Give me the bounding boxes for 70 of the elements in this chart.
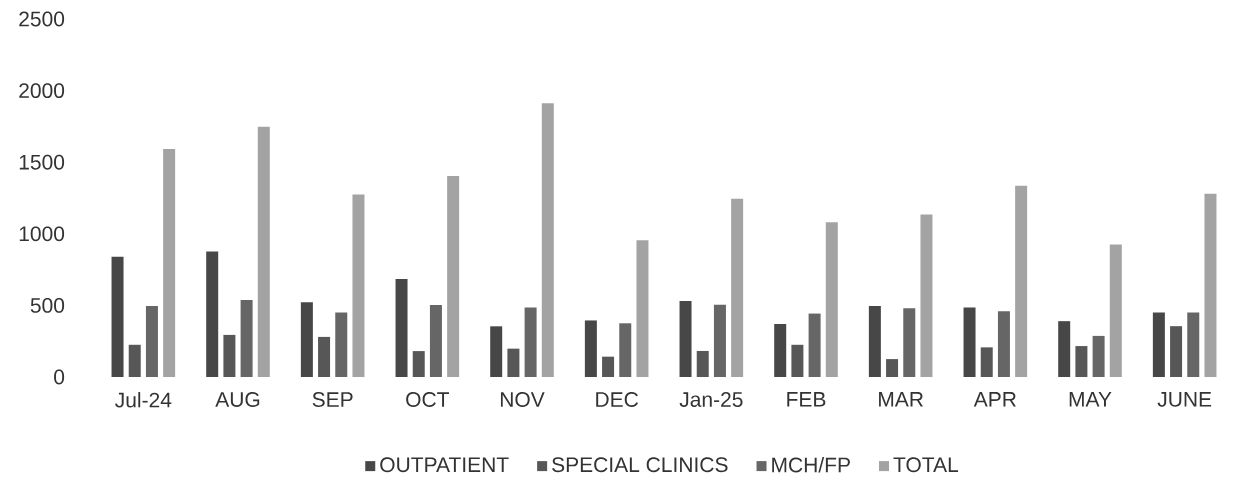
bar bbox=[352, 194, 365, 377]
bar bbox=[1170, 326, 1183, 377]
bar bbox=[1015, 185, 1028, 377]
x-tick-label: AUG bbox=[215, 392, 260, 407]
x-tick-label: MAY bbox=[1069, 392, 1112, 407]
bar bbox=[619, 323, 632, 377]
bar bbox=[257, 126, 270, 377]
y-tick-label: 2500 bbox=[19, 11, 65, 27]
legend-label: TOTAL bbox=[893, 457, 959, 473]
y-tick-label: 0 bbox=[54, 369, 65, 385]
bar bbox=[145, 306, 158, 377]
x-tick-label: JUNE bbox=[1157, 392, 1212, 407]
y-tick-label: 1000 bbox=[19, 226, 65, 242]
bar bbox=[963, 307, 976, 377]
bar bbox=[1204, 193, 1217, 377]
x-tick-label: FEB bbox=[787, 392, 826, 407]
bar bbox=[1109, 244, 1122, 377]
bar bbox=[490, 326, 503, 377]
y-tick-label: 500 bbox=[30, 297, 65, 313]
bar bbox=[412, 351, 425, 377]
bar bbox=[997, 311, 1010, 377]
bar bbox=[1058, 321, 1071, 377]
x-tick-label: NOV bbox=[500, 392, 545, 407]
x-tick-label: OCT bbox=[406, 392, 449, 407]
x-tick-label: Jul-24 bbox=[115, 392, 172, 408]
bar bbox=[920, 214, 933, 377]
bar bbox=[507, 348, 520, 377]
bar bbox=[128, 344, 141, 377]
bar bbox=[980, 347, 993, 377]
bar bbox=[903, 308, 916, 377]
bar bbox=[1092, 335, 1105, 377]
bar bbox=[163, 148, 176, 377]
bar bbox=[300, 302, 313, 377]
bar bbox=[111, 256, 124, 377]
bar bbox=[868, 306, 881, 377]
bar bbox=[318, 336, 331, 377]
bar bbox=[541, 103, 554, 377]
bar bbox=[1075, 346, 1088, 377]
bar bbox=[584, 320, 597, 377]
bar bbox=[240, 299, 253, 377]
x-tick-label: SEP bbox=[312, 392, 353, 407]
legend-label: MCH/FP bbox=[772, 457, 850, 473]
bar bbox=[808, 313, 821, 377]
legend-label: SPECIAL CLINICS bbox=[552, 457, 728, 473]
bar bbox=[206, 251, 219, 377]
bar bbox=[335, 312, 348, 377]
bar bbox=[1187, 312, 1200, 377]
bar bbox=[447, 175, 460, 377]
bar bbox=[791, 344, 804, 377]
bar bbox=[429, 304, 442, 377]
bar bbox=[774, 324, 787, 377]
bar bbox=[713, 304, 726, 377]
bar bbox=[602, 356, 615, 377]
bar bbox=[679, 301, 692, 377]
bar bbox=[825, 222, 838, 377]
bar bbox=[886, 359, 899, 377]
x-tick-label: APR bbox=[973, 392, 1016, 407]
x-tick-label: MAR bbox=[879, 392, 924, 407]
bar bbox=[223, 334, 236, 377]
bar bbox=[696, 350, 709, 377]
bar bbox=[731, 198, 744, 377]
x-tick-label: DEC bbox=[596, 392, 639, 407]
x-tick-label: Jan-25 bbox=[679, 392, 743, 407]
bar bbox=[524, 307, 537, 377]
y-tick-label: 2000 bbox=[19, 83, 65, 99]
bar bbox=[395, 279, 408, 377]
legend-label: OUTPATIENT bbox=[380, 457, 509, 473]
bar bbox=[636, 240, 649, 377]
y-tick-label: 1500 bbox=[19, 154, 65, 170]
bar bbox=[1152, 312, 1165, 377]
